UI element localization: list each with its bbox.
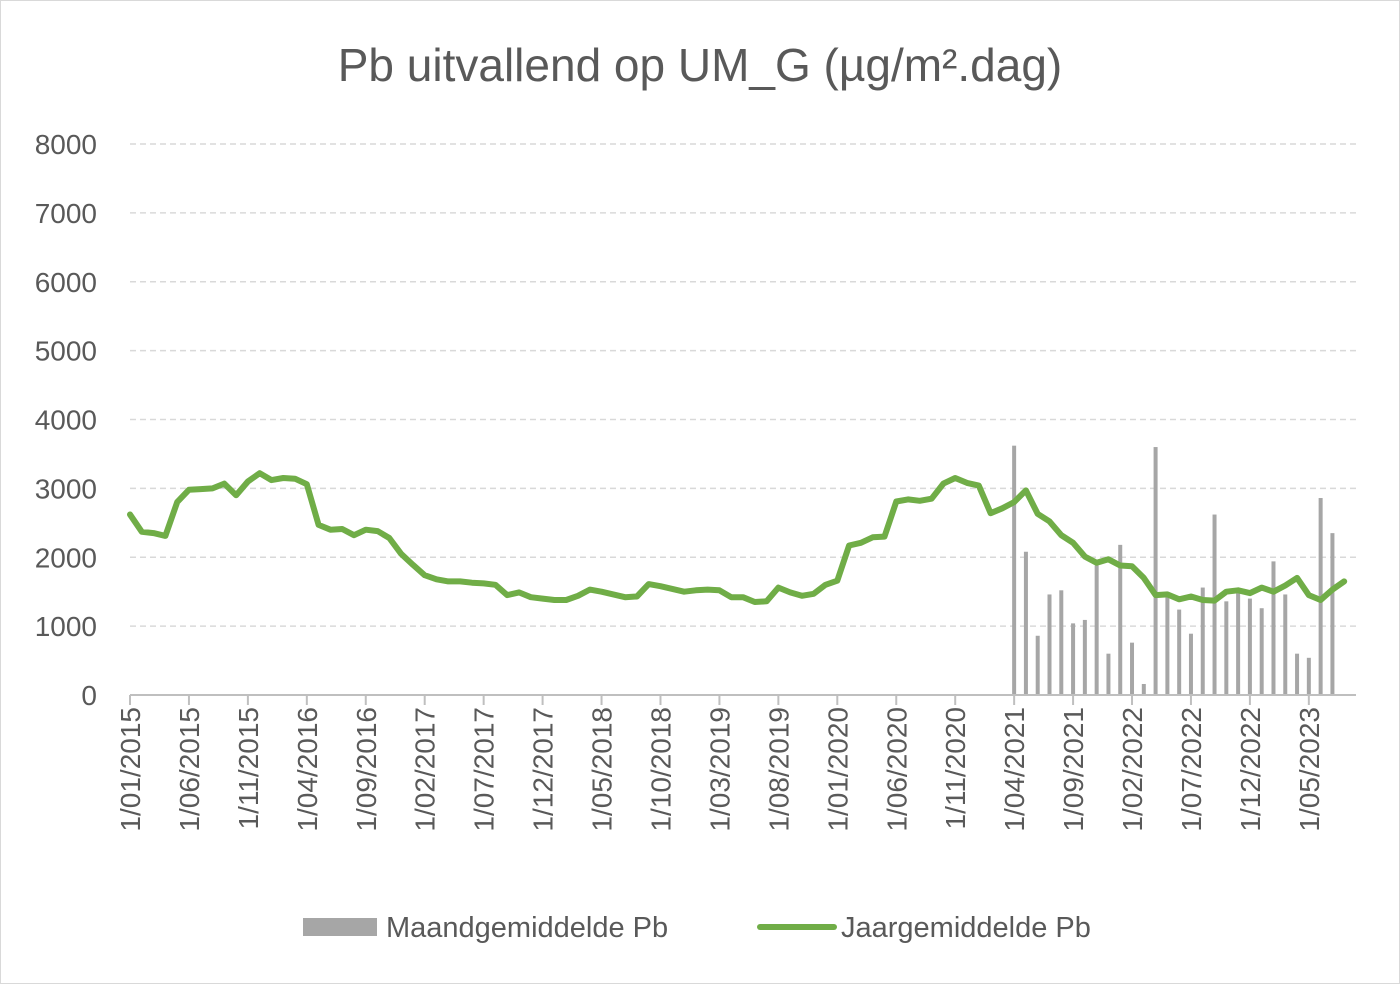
- x-tick-label: 1/05/2023: [1294, 707, 1325, 832]
- bar: [1224, 601, 1229, 695]
- bar: [1106, 653, 1111, 695]
- bar: [1023, 551, 1028, 695]
- bar: [1035, 635, 1040, 695]
- x-tick-label: 1/04/2016: [292, 707, 323, 832]
- gridlines: [130, 143, 1356, 627]
- x-tick-label: 1/02/2022: [1117, 707, 1148, 832]
- x-tick-label: 1/11/2020: [940, 707, 971, 830]
- bar: [1283, 594, 1288, 695]
- bar: [1071, 623, 1076, 695]
- bar: [1165, 596, 1170, 695]
- y-tick-label: 6000: [35, 267, 97, 298]
- x-tick-label: 1/06/2015: [174, 707, 205, 832]
- bar: [1047, 594, 1052, 695]
- x-tick-label: 1/11/2015: [233, 707, 264, 830]
- x-tick-label: 1/08/2019: [763, 707, 794, 832]
- x-tick-label: 1/07/2022: [1176, 707, 1207, 832]
- y-tick-label: 0: [81, 680, 97, 711]
- bar: [1200, 587, 1205, 695]
- y-tick-label: 4000: [35, 405, 97, 436]
- y-tick-label: 8000: [35, 129, 97, 160]
- bar: [1271, 561, 1276, 695]
- x-tick-label: 1/07/2017: [469, 707, 500, 832]
- bar: [1141, 683, 1146, 695]
- chart-title: Pb uitvallend op UM_G (µg/m².dag): [337, 39, 1063, 91]
- legend-swatch-bar: [303, 918, 377, 936]
- line-series: [127, 470, 1348, 605]
- bar: [1188, 633, 1193, 695]
- bar: [1059, 590, 1064, 695]
- line-series-path: [127, 470, 1348, 605]
- bar: [1012, 445, 1017, 695]
- bar: [1130, 642, 1135, 695]
- bar: [1094, 565, 1099, 695]
- legend-label-bar: Maandgemiddelde Pb: [386, 912, 668, 944]
- x-tick-label: 1/02/2017: [410, 707, 441, 832]
- x-tick-label: 1/09/2016: [351, 707, 382, 832]
- bar: [1177, 609, 1182, 695]
- x-tick-label: 1/05/2018: [587, 707, 618, 832]
- y-tick-label: 7000: [35, 198, 97, 229]
- bar: [1247, 598, 1252, 695]
- bar: [1295, 653, 1300, 695]
- x-axis-ticks: 1/01/2015 1/06/2015 1/11/2015 1/04/2016 1/09…: [115, 695, 1325, 832]
- bar: [1236, 593, 1241, 695]
- bar: [1330, 533, 1335, 695]
- y-tick-label: 3000: [35, 473, 97, 504]
- x-tick-label: 1/04/2021: [999, 707, 1030, 832]
- y-tick-label: 1000: [35, 611, 97, 642]
- y-tick-label: 2000: [35, 542, 97, 573]
- legend-label-line: Jaargemiddelde Pb: [841, 912, 1091, 944]
- bar: [1259, 608, 1264, 695]
- x-tick-label: 1/01/2015: [115, 707, 146, 832]
- y-tick-label: 5000: [35, 336, 97, 367]
- y-axis-ticks: 0 1000 2000 3000 4000 5000 6000 7000 8000: [35, 129, 97, 711]
- x-tick-label: 1/10/2018: [645, 707, 676, 832]
- x-tick-label: 1/09/2021: [1058, 707, 1089, 832]
- bar: [1153, 447, 1158, 695]
- bar: [1082, 619, 1087, 695]
- bar: [1306, 657, 1311, 695]
- x-tick-label: 1/12/2022: [1235, 707, 1266, 832]
- x-tick-label: 1/03/2019: [704, 707, 735, 832]
- bar-series: [1012, 445, 1335, 695]
- bar: [1212, 514, 1217, 695]
- x-tick-label: 1/01/2020: [822, 707, 853, 832]
- x-tick-label: 1/06/2020: [881, 707, 912, 832]
- legend: Maandgemiddelde Pb Jaargemiddelde Pb: [303, 912, 1091, 944]
- bar: [1118, 544, 1123, 695]
- x-tick-label: 1/12/2017: [528, 707, 559, 832]
